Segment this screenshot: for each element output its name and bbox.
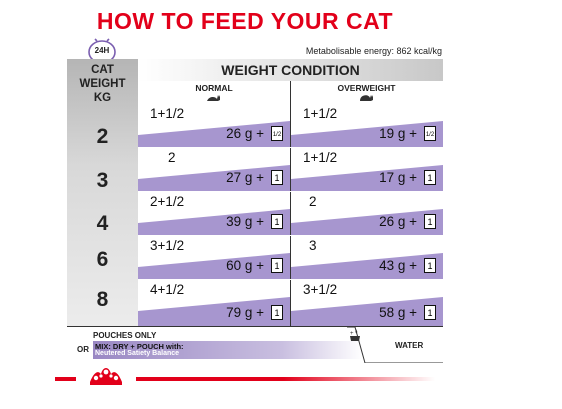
dry-grams: 58 g +	[379, 305, 417, 320]
svg-text:+: +	[350, 331, 354, 337]
svg-text:1: 1	[274, 261, 279, 271]
normal-cell: 1+1/2 26 g + 1/2	[138, 103, 290, 147]
or-label: OR	[77, 345, 89, 354]
weight-value: 8	[96, 288, 109, 311]
normal-cell: 3+1/2 60 g + 1	[138, 235, 290, 279]
mix-line1: MIX: DRY + POUCH with:	[95, 342, 184, 351]
pouch-icon: 1	[271, 258, 283, 273]
water-box-outline	[347, 327, 443, 363]
svg-text:1: 1	[274, 308, 279, 318]
pouch-count: 1+1/2	[150, 106, 185, 121]
cat-weight-header-line: KG	[93, 92, 112, 104]
normal-label: NORMAL	[195, 83, 233, 93]
svg-text:1: 1	[427, 261, 432, 271]
pouch-count: 3+1/2	[150, 238, 185, 253]
page-title: HOW TO FEED YOUR CAT	[96, 8, 394, 34]
dry-grams: 17 g +	[379, 170, 417, 185]
dry-grams: 19 g +	[379, 126, 417, 141]
pouch-icon: 1	[271, 170, 283, 185]
pouch-count: 2+1/2	[150, 194, 185, 209]
row-divider	[138, 147, 443, 148]
pouch-icon: 1	[424, 170, 436, 185]
cat-weight-header: CAT WEIGHT KG	[67, 63, 138, 105]
water-box: + WATER	[347, 327, 443, 363]
pouch-icon: 1	[424, 258, 436, 273]
normal-cell: 2+1/2 39 g + 1	[138, 191, 290, 235]
dry-grams: 39 g +	[226, 214, 264, 229]
pouch-icon: 1	[424, 214, 436, 229]
weight-value: 2	[96, 125, 109, 148]
svg-text:1: 1	[427, 173, 432, 183]
row-divider	[138, 235, 443, 236]
pouch-count: 4+1/2	[150, 282, 185, 297]
pouch-icon: 1	[271, 305, 283, 320]
pouch-icon: 1/2	[271, 126, 283, 141]
pouches-only-label: POUCHES ONLY	[93, 331, 157, 340]
normal-cell: 2 27 g + 1	[138, 147, 290, 191]
overweight-cell: 1+1/2 17 g + 1	[291, 147, 443, 191]
weight-value: 4	[96, 212, 109, 235]
svg-text:1: 1	[427, 217, 432, 227]
pouch-icon: 1	[424, 305, 436, 320]
feeding-table: CAT WEIGHT KG WEIGHT CONDITION NORMAL OV…	[67, 59, 443, 326]
pouch-count: 1+1/2	[303, 106, 338, 121]
row-divider	[138, 279, 443, 280]
clock-icon: 24H	[87, 38, 117, 64]
dry-grams: 26 g +	[226, 126, 264, 141]
royal-canin-crown-logo	[76, 360, 136, 390]
cat-weight-header-line: WEIGHT	[79, 78, 126, 90]
pouch-icon: 1/2	[424, 126, 436, 141]
overweight-cell: 3 43 g + 1	[291, 235, 443, 279]
svg-text:1/2: 1/2	[273, 132, 282, 138]
overweight-cell: 3+1/2 58 g + 1	[291, 279, 443, 326]
legend: POUCHES ONLY OR MIX: DRY + POUCH with: N…	[67, 326, 443, 363]
pouch-count: 2	[309, 194, 317, 209]
cat-normal-icon	[207, 95, 220, 101]
cat-weight-column	[67, 59, 138, 326]
overweight-label: OVERWEIGHT	[337, 83, 396, 93]
svg-text:1/2: 1/2	[426, 132, 435, 138]
dry-grams: 26 g +	[379, 214, 417, 229]
svg-text:1: 1	[274, 173, 279, 183]
weight-condition-label: WEIGHT CONDITION	[221, 62, 360, 78]
pouch-count: 3	[309, 238, 317, 253]
mix-bar: MIX: DRY + POUCH with: Neutered Satiety …	[93, 341, 363, 359]
overweight-cell: 1+1/2 19 g + 1/2	[291, 103, 443, 147]
svg-text:1: 1	[274, 217, 279, 227]
clock-label: 24H	[94, 46, 110, 55]
dry-grams: 27 g +	[226, 170, 264, 185]
weight-value: 3	[96, 169, 109, 192]
svg-text:1: 1	[427, 308, 432, 318]
pouch-count: 1+1/2	[303, 150, 338, 165]
pouch-icon: 1	[271, 214, 283, 229]
cat-weight-header-line: CAT	[91, 64, 114, 76]
weight-condition-header: WEIGHT CONDITION	[138, 59, 443, 81]
pouch-count: 2	[168, 150, 176, 165]
weight-value: 6	[96, 248, 109, 271]
overweight-header: OVERWEIGHT	[290, 81, 443, 103]
water-label: WATER	[395, 341, 424, 350]
row-divider	[138, 191, 443, 192]
normal-header: NORMAL	[138, 81, 290, 103]
dry-grams: 43 g +	[379, 258, 417, 273]
pouch-count: 3+1/2	[303, 282, 338, 297]
overweight-cell: 2 26 g + 1	[291, 191, 443, 235]
footer-red-line	[55, 377, 435, 381]
energy-note: Metabolisable energy: 862 kcal/kg	[305, 46, 442, 56]
cat-overweight-icon	[359, 95, 373, 101]
column-divider	[290, 81, 291, 326]
dry-grams: 79 g +	[226, 305, 264, 320]
water-bowl-icon: +	[350, 329, 360, 341]
dry-grams: 60 g +	[226, 258, 264, 273]
mix-line2: Neutered Satiety Balance	[95, 350, 180, 357]
normal-cell: 4+1/2 79 g + 1	[138, 279, 290, 326]
